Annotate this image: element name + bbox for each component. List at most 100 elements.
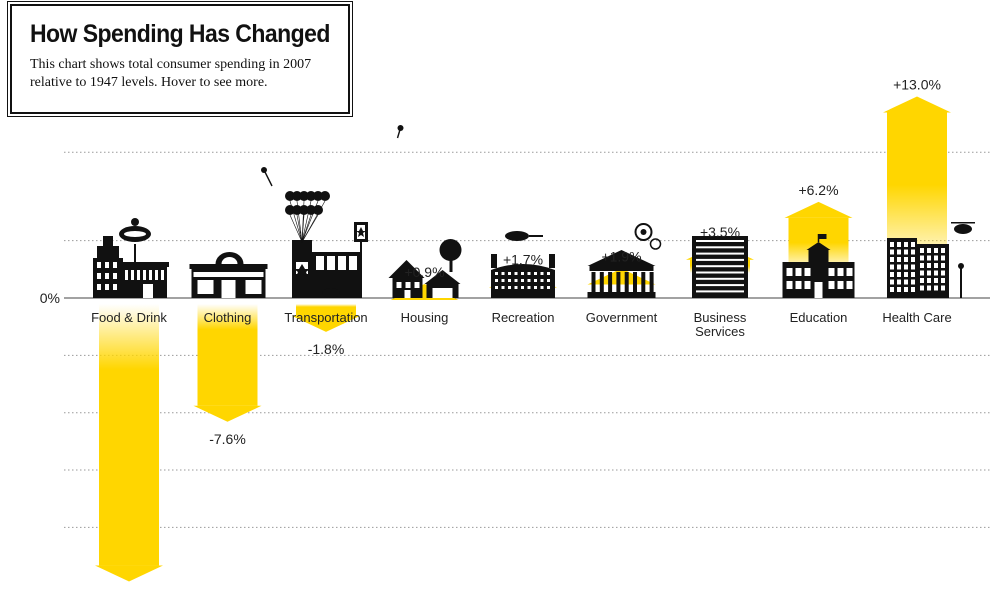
bar-arrowhead	[587, 268, 656, 285]
helicopter	[954, 224, 972, 234]
window	[837, 281, 844, 289]
icon-part	[449, 258, 453, 272]
window	[920, 285, 924, 291]
window	[837, 268, 844, 276]
window	[920, 263, 924, 268]
window	[316, 256, 324, 270]
window	[349, 256, 357, 270]
icon-part	[808, 250, 829, 262]
balloon	[285, 205, 295, 215]
window	[941, 285, 945, 291]
seat	[521, 286, 524, 289]
balloon	[285, 191, 295, 201]
window	[396, 282, 402, 288]
window	[934, 270, 938, 276]
bar-group-1	[193, 304, 262, 422]
window	[338, 256, 346, 270]
bars	[95, 96, 951, 582]
balloon	[313, 205, 323, 215]
window	[125, 270, 128, 280]
icon-part	[97, 246, 119, 258]
window-band	[696, 240, 744, 242]
seat	[514, 279, 518, 282]
house-icon	[388, 125, 462, 298]
window	[934, 263, 938, 268]
chart-subtitle: This chart shows total consumer spending…	[30, 57, 312, 90]
tree	[439, 239, 462, 261]
balloon-string	[301, 214, 312, 243]
door	[143, 284, 153, 298]
icon-part	[589, 266, 654, 271]
value-label: +0.9%	[404, 264, 444, 280]
balloon	[292, 205, 302, 215]
seat	[540, 272, 544, 275]
category-label: Transportation	[284, 310, 367, 325]
window	[890, 257, 894, 262]
seat	[508, 279, 511, 282]
icon-part	[818, 234, 827, 239]
seat	[501, 286, 505, 289]
window	[920, 278, 924, 283]
window	[828, 268, 835, 276]
seat	[495, 279, 498, 282]
window	[804, 281, 811, 289]
balloon	[299, 205, 309, 215]
window	[941, 248, 945, 253]
window-band	[696, 290, 744, 293]
window	[941, 255, 945, 261]
window	[105, 273, 109, 279]
window	[113, 284, 117, 290]
seat	[527, 279, 531, 282]
window	[904, 272, 908, 277]
seat	[547, 272, 550, 275]
bar-group-2	[292, 304, 360, 332]
balloon-string	[289, 214, 303, 243]
roof	[388, 260, 425, 278]
icon-part	[599, 272, 604, 292]
awning-stripe	[193, 272, 264, 277]
bar-arrowhead	[193, 405, 262, 422]
chart-title: How Spending Has Changed	[30, 20, 330, 48]
seat	[534, 286, 537, 289]
balloon-string	[301, 214, 305, 243]
window	[904, 264, 908, 270]
window	[927, 270, 931, 276]
bar-group-0	[95, 304, 163, 582]
window	[795, 281, 802, 289]
car	[322, 288, 340, 298]
window	[897, 272, 901, 277]
window	[786, 268, 793, 276]
seat	[521, 272, 524, 275]
window	[904, 287, 908, 292]
balloon-string	[296, 214, 303, 243]
window	[904, 249, 908, 255]
window	[911, 272, 915, 277]
seat	[514, 272, 518, 275]
balloon	[306, 205, 316, 215]
icon-part	[121, 262, 169, 267]
window	[846, 268, 853, 276]
window	[161, 270, 164, 280]
value-label: +6.2%	[798, 182, 838, 198]
window	[911, 264, 915, 270]
icon-part	[360, 242, 362, 252]
window	[934, 255, 938, 261]
seat	[527, 272, 531, 275]
icon-part	[549, 254, 555, 268]
seat	[514, 286, 518, 289]
value-label: +1.7%	[503, 252, 543, 268]
pediment	[587, 250, 656, 266]
door	[221, 280, 236, 298]
blimp	[505, 231, 529, 241]
window	[897, 287, 901, 292]
window	[795, 268, 802, 276]
seat	[547, 279, 550, 282]
window	[927, 248, 931, 253]
window	[934, 248, 938, 253]
window	[920, 255, 924, 261]
capitol-icon	[587, 223, 662, 298]
window	[786, 281, 793, 289]
label-line: Business	[694, 310, 747, 325]
window	[890, 279, 894, 285]
